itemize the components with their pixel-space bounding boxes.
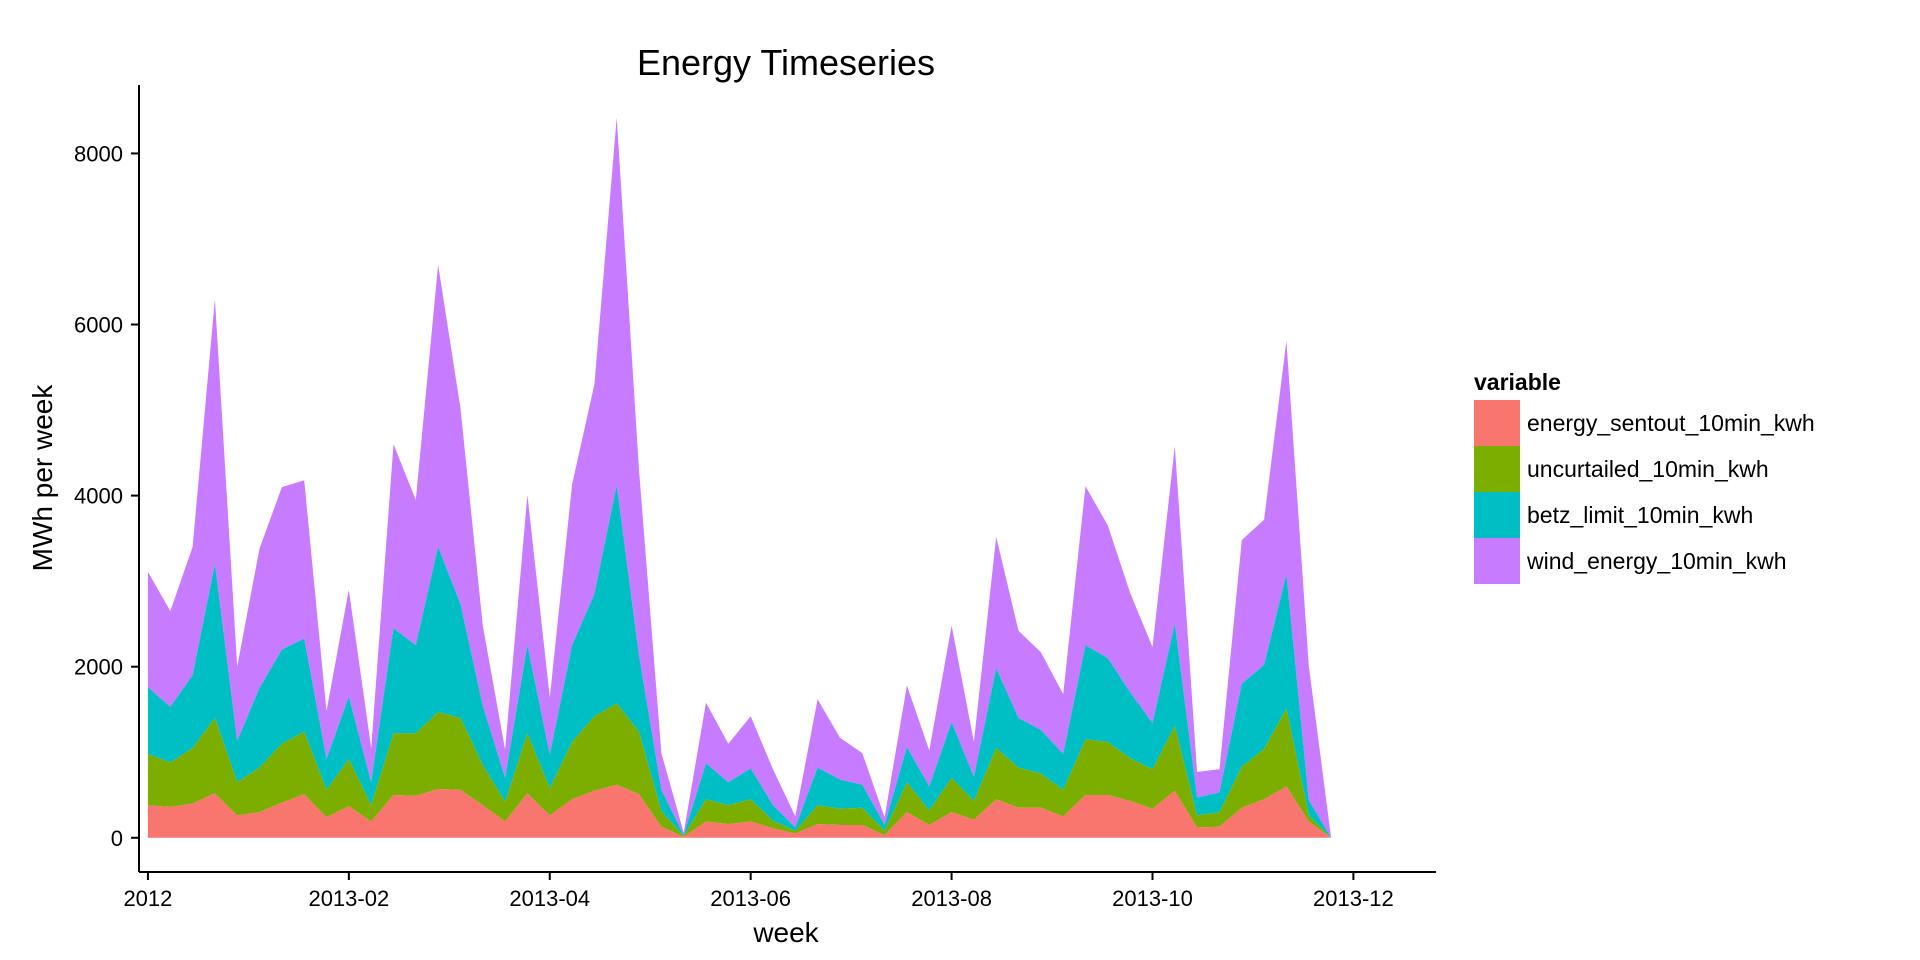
legend-label: energy_sentout_10min_kwh (1527, 410, 1815, 436)
y-ticks: 0 2000 4000 6000 8000 (74, 141, 139, 851)
legend: variable energy_sentout_10min_kwhuncurta… (1474, 369, 1815, 584)
x-tick-label: 2013-10 (1112, 886, 1193, 911)
legend-swatch (1474, 538, 1520, 584)
legend-label: wind_energy_10min_kwh (1526, 548, 1787, 574)
y-tick-label: 2000 (74, 655, 123, 680)
legend-swatch (1474, 492, 1520, 538)
plot-areas (147, 117, 1465, 838)
legend-swatch (1474, 446, 1520, 492)
y-tick-label: 0 (111, 826, 123, 851)
area-uncurtailed_10min_kwh (147, 703, 1465, 838)
area-wind_energy_10min_kwh (147, 117, 1465, 838)
x-tick-label: 2013-02 (308, 886, 389, 911)
legend-label: betz_limit_10min_kwh (1527, 502, 1753, 528)
y-axis-title: MWh per week (27, 384, 58, 572)
x-tick-label: 2013-08 (911, 886, 992, 911)
legend-title: variable (1474, 369, 1561, 395)
y-tick-label: 6000 (74, 313, 123, 338)
y-tick-label: 4000 (74, 484, 123, 509)
x-tick-label: 2013-12 (1313, 886, 1394, 911)
x-tick-label: 2013-04 (509, 886, 590, 911)
y-tick-label: 8000 (74, 141, 123, 166)
x-tick-label: 2012 (123, 886, 172, 911)
x-tick-label: 2013-06 (710, 886, 791, 911)
x-ticks: 2012 2013-02 2013-04 2013-06 2013-08 2013-10 2… (123, 872, 1394, 911)
x-axis-title: week (752, 917, 819, 948)
legend-label: uncurtailed_10min_kwh (1527, 456, 1769, 482)
chart-title: Energy Timeseries (637, 42, 935, 83)
legend-swatch (1474, 400, 1520, 446)
area-betz_limit_10min_kwh (147, 485, 1465, 838)
area-energy_sentout_10min_kwh (147, 784, 1465, 838)
